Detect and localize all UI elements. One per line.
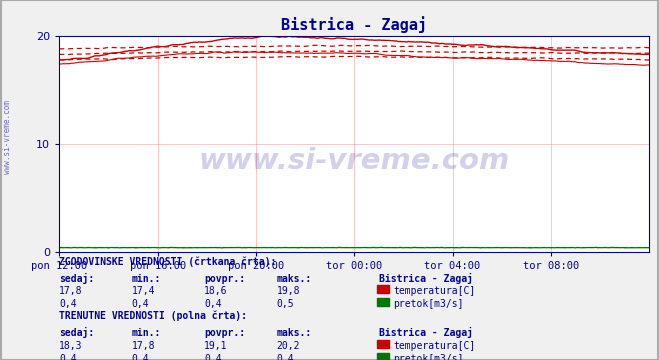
Text: 19,1: 19,1 xyxy=(204,341,228,351)
Text: povpr.:: povpr.: xyxy=(204,274,245,284)
Text: 0,4: 0,4 xyxy=(59,354,77,360)
Text: povpr.:: povpr.: xyxy=(204,328,245,338)
Text: 0,4: 0,4 xyxy=(277,354,295,360)
Text: 17,8: 17,8 xyxy=(132,341,156,351)
Text: www.si-vreme.com: www.si-vreme.com xyxy=(198,147,510,175)
Text: Bistrica - Zagaj: Bistrica - Zagaj xyxy=(379,273,473,284)
Text: sedaj:: sedaj: xyxy=(59,327,94,338)
Text: 0,4: 0,4 xyxy=(132,354,150,360)
Text: temperatura[C]: temperatura[C] xyxy=(393,341,476,351)
Text: maks.:: maks.: xyxy=(277,328,312,338)
Text: 17,4: 17,4 xyxy=(132,286,156,296)
Text: pretok[m3/s]: pretok[m3/s] xyxy=(393,299,464,309)
Text: TRENUTNE VREDNOSTI (polna črta):: TRENUTNE VREDNOSTI (polna črta): xyxy=(59,311,247,321)
Text: pretok[m3/s]: pretok[m3/s] xyxy=(393,354,464,360)
Text: min.:: min.: xyxy=(132,274,161,284)
Text: sedaj:: sedaj: xyxy=(59,273,94,284)
Text: www.si-vreme.com: www.si-vreme.com xyxy=(3,100,13,174)
Text: min.:: min.: xyxy=(132,328,161,338)
Text: Bistrica - Zagaj: Bistrica - Zagaj xyxy=(379,327,473,338)
Text: 0,4: 0,4 xyxy=(204,354,222,360)
Text: 0,4: 0,4 xyxy=(59,299,77,309)
Text: 0,5: 0,5 xyxy=(277,299,295,309)
Text: ZGODOVINSKE VREDNOSTI (črtkana črta):: ZGODOVINSKE VREDNOSTI (črtkana črta): xyxy=(59,256,277,267)
Text: 18,3: 18,3 xyxy=(59,341,83,351)
Text: 0,4: 0,4 xyxy=(132,299,150,309)
Title: Bistrica - Zagaj: Bistrica - Zagaj xyxy=(281,17,427,33)
Text: 18,6: 18,6 xyxy=(204,286,228,296)
Text: 0,4: 0,4 xyxy=(204,299,222,309)
Text: maks.:: maks.: xyxy=(277,274,312,284)
Text: temperatura[C]: temperatura[C] xyxy=(393,286,476,296)
Text: 20,2: 20,2 xyxy=(277,341,301,351)
Text: 17,8: 17,8 xyxy=(59,286,83,296)
Text: 19,8: 19,8 xyxy=(277,286,301,296)
